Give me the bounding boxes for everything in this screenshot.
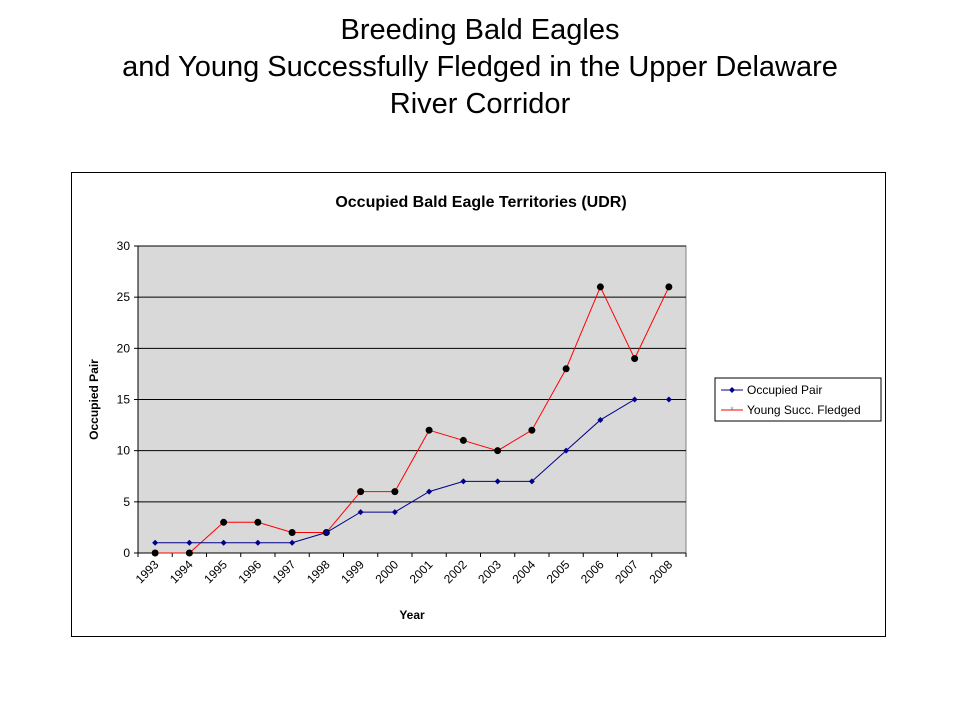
chart-title: Occupied Bald Eagle Territories (UDR) xyxy=(335,194,626,211)
y-tick-label: 5 xyxy=(123,495,130,509)
data-point-young-succ-fledged xyxy=(254,518,262,526)
gridlines xyxy=(138,245,686,503)
data-point-young-succ-fledged xyxy=(494,447,502,455)
legend-marker-young-succ-fledged: * xyxy=(730,405,734,415)
data-point-occupied-pair xyxy=(494,478,501,485)
x-tick-label: 1993 xyxy=(133,557,162,586)
x-tick-label: 2006 xyxy=(578,557,607,586)
data-point-young-succ-fledged xyxy=(631,355,639,363)
y-tick-label: 15 xyxy=(117,393,131,407)
data-point-young-succ-fledged xyxy=(151,549,159,557)
y-axis-label: Occupied Pair xyxy=(87,359,101,440)
slide-title-line-2: and Young Successfully Fledged in the Up… xyxy=(122,51,838,83)
data-point-young-succ-fledged xyxy=(220,518,228,526)
y-tick-label: 25 xyxy=(117,290,131,304)
series xyxy=(151,283,673,557)
data-point-young-succ-fledged xyxy=(357,488,365,496)
data-point-young-succ-fledged xyxy=(562,365,570,373)
slide-title-line-1: Breeding Bald Eagles xyxy=(340,14,620,46)
data-point-young-succ-fledged xyxy=(391,488,399,496)
y-tick-label: 30 xyxy=(117,239,131,253)
data-point-young-succ-fledged xyxy=(665,283,673,291)
x-tick-label: 1996 xyxy=(235,557,264,586)
data-point-occupied-pair xyxy=(631,396,638,403)
data-point-young-succ-fledged xyxy=(185,549,193,557)
data-point-young-succ-fledged xyxy=(459,436,467,444)
x-tick-label: 2002 xyxy=(441,557,470,586)
x-tick-label: 1997 xyxy=(270,557,299,586)
data-point-young-succ-fledged xyxy=(528,426,536,434)
data-point-occupied-pair xyxy=(460,478,467,485)
series-line-young-succ-fledged xyxy=(155,285,670,554)
data-point-occupied-pair xyxy=(391,509,398,516)
slide-title-line-3: River Corridor xyxy=(389,88,571,120)
data-point-occupied-pair xyxy=(665,396,672,403)
data-point-occupied-pair xyxy=(186,539,193,546)
x-tick-label: 2003 xyxy=(475,557,504,586)
data-point-occupied-pair xyxy=(563,447,570,454)
data-point-young-succ-fledged xyxy=(288,529,296,537)
x-tick-label: 2004 xyxy=(509,557,538,586)
data-point-occupied-pair xyxy=(528,478,535,485)
x-tick-label: 1999 xyxy=(338,557,367,586)
legend: Occupied Pair * Young Succ. Fledged xyxy=(714,377,882,422)
legend-box xyxy=(714,377,882,422)
data-point-occupied-pair xyxy=(289,539,296,546)
data-point-occupied-pair xyxy=(152,539,159,546)
x-tick-label: 2001 xyxy=(407,557,436,586)
series-line-occupied-pair xyxy=(155,399,669,544)
data-point-young-succ-fledged xyxy=(596,283,604,291)
legend-label-occupied-pair: Occupied Pair xyxy=(747,383,822,397)
y-tick-label: 20 xyxy=(117,341,131,355)
y-tick-label: 10 xyxy=(117,444,131,458)
data-point-occupied-pair xyxy=(220,539,227,546)
x-tick-label: 2007 xyxy=(612,557,641,586)
data-point-occupied-pair xyxy=(357,509,364,516)
data-point-young-succ-fledged xyxy=(425,426,433,434)
data-point-occupied-pair xyxy=(426,488,433,495)
x-tick-label: 2008 xyxy=(646,557,675,586)
x-axis-label: Year xyxy=(399,608,425,622)
data-point-occupied-pair xyxy=(254,539,261,546)
legend-marker-occupied-pair xyxy=(729,387,735,393)
x-tick-label: 1994 xyxy=(167,557,196,586)
data-point-occupied-pair xyxy=(323,529,330,536)
data-point-occupied-pair xyxy=(597,416,604,423)
y-tick-label: 0 xyxy=(123,546,130,560)
chart-frame: Occupied Bald Eagle Territories (UDR) 0 5… xyxy=(71,172,886,637)
x-tick-label: 2000 xyxy=(372,557,401,586)
slide-title: Breeding Bald Eagles and Young Successfu… xyxy=(0,12,960,123)
x-tick-label: 2005 xyxy=(544,557,573,586)
x-tick-label: 1995 xyxy=(201,557,230,586)
line-chart: Occupied Bald Eagle Territories (UDR) 0 5… xyxy=(87,194,882,622)
legend-label-young-succ-fledged: Young Succ. Fledged xyxy=(747,403,861,417)
x-tick-label: 1998 xyxy=(304,557,333,586)
